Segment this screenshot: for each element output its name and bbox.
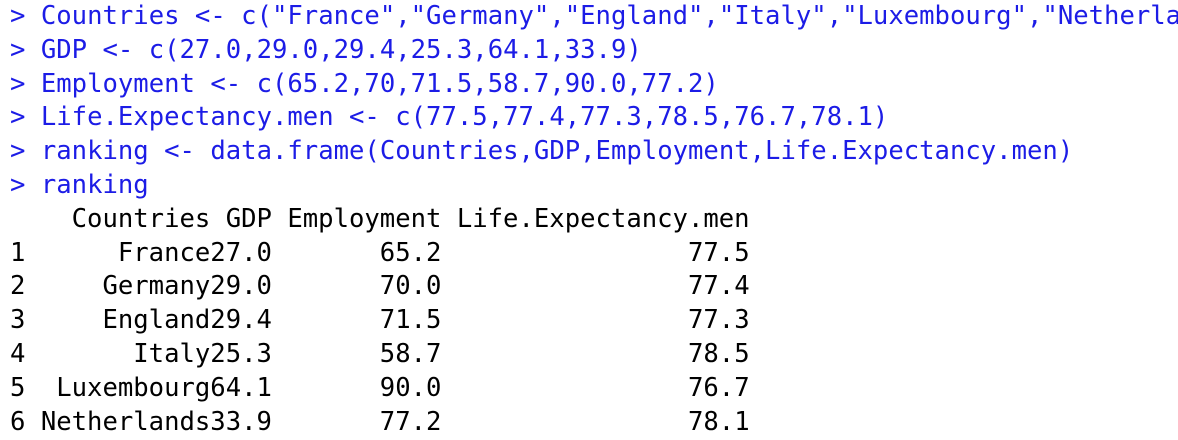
table-row: 6 Netherlands 33.9 77.2 78.1 [10,406,1178,440]
column-header: Life.Expectancy.men [456,203,750,234]
table-cell: 77.3 [687,305,750,336]
table-cell: 71.5 [379,305,442,336]
table-cell: 78.1 [687,406,750,437]
table-cell: 78.5 [687,338,750,369]
code: ranking <- data.frame(Countries,GDP,Empl… [40,136,1074,167]
table-cell: 25.3 [210,338,272,369]
table-cell: 76.7 [687,372,750,403]
code: GDP <- c(27.0,29.0,29.4,25.3,64.1,33.9) [40,34,642,65]
table-cell: 27.0 [210,237,272,268]
table-cell: 90.0 [379,372,442,403]
table-cell: England [102,305,211,336]
table-row: 3 England 29.4 71.5 77.3 [10,304,1178,338]
prompt: > [10,34,26,65]
prompt: > [10,102,26,133]
table-cell: France [117,237,211,268]
table-cell: 58.7 [379,338,442,369]
table-cell: 77.4 [687,271,750,302]
row-index: 2 [9,271,26,302]
code: Life.Expectancy.men <- c(77.5,77.4,77.3,… [40,102,889,133]
table-cell: Netherlands [40,406,211,437]
row-index: 5 [9,372,26,403]
table-cell: Italy [133,338,211,369]
command-line: > Countries <- c("France","Germany","Eng… [10,0,1178,34]
prompt: > [10,169,26,200]
prompt: > [10,68,26,99]
prompt: > [10,1,26,31]
column-header: GDP [225,203,272,234]
table-cell: 77.5 [687,237,750,268]
table-row: 4 Italy 25.3 58.7 78.5 [10,338,1178,372]
table-cell: 29.4 [210,305,272,336]
command-line: > ranking <- data.frame(Countries,GDP,Em… [10,135,1178,169]
row-index: 1 [9,237,26,268]
code: ranking [40,169,149,200]
command-line: > GDP <- c(27.0,29.0,29.4,25.3,64.1,33.9… [10,34,1178,68]
table-header: Countries GDP Employment Life.Expectancy.me… [10,203,1178,237]
command-line: > Life.Expectancy.men <- c(77.5,77.4,77.… [10,101,1178,135]
column-header: Countries [71,203,211,234]
command-line: > ranking [10,169,1178,203]
table-cell: 65.2 [379,237,442,268]
table-cell: 70.0 [379,271,442,302]
code: Countries <- c("France","Germany","Engla… [40,1,1178,31]
row-index: 3 [9,305,26,336]
table-row: 5 Luxembourg 64.1 90.0 76.7 [10,372,1178,406]
command-line: > Employment <- c(65.2,70,71.5,58.7,90.0… [10,68,1178,102]
table-row: 2 Germany 29.0 70.0 77.4 [10,270,1178,304]
column-header: Employment [287,203,442,234]
table-cell: Luxembourg [56,372,211,403]
row-index: 6 [9,406,26,437]
prompt: > [10,136,26,167]
table-cell: 33.9 [210,406,272,437]
table-row: 1 France 27.0 65.2 77.5 [10,237,1178,271]
table-cell: 29.0 [210,271,272,302]
table-cell: Germany [102,271,211,302]
table-cell: 64.1 [210,372,272,403]
row-index: 4 [9,338,26,369]
table-cell: 77.2 [379,406,442,437]
code: Employment <- c(65.2,70,71.5,58.7,90.0,7… [40,68,719,99]
